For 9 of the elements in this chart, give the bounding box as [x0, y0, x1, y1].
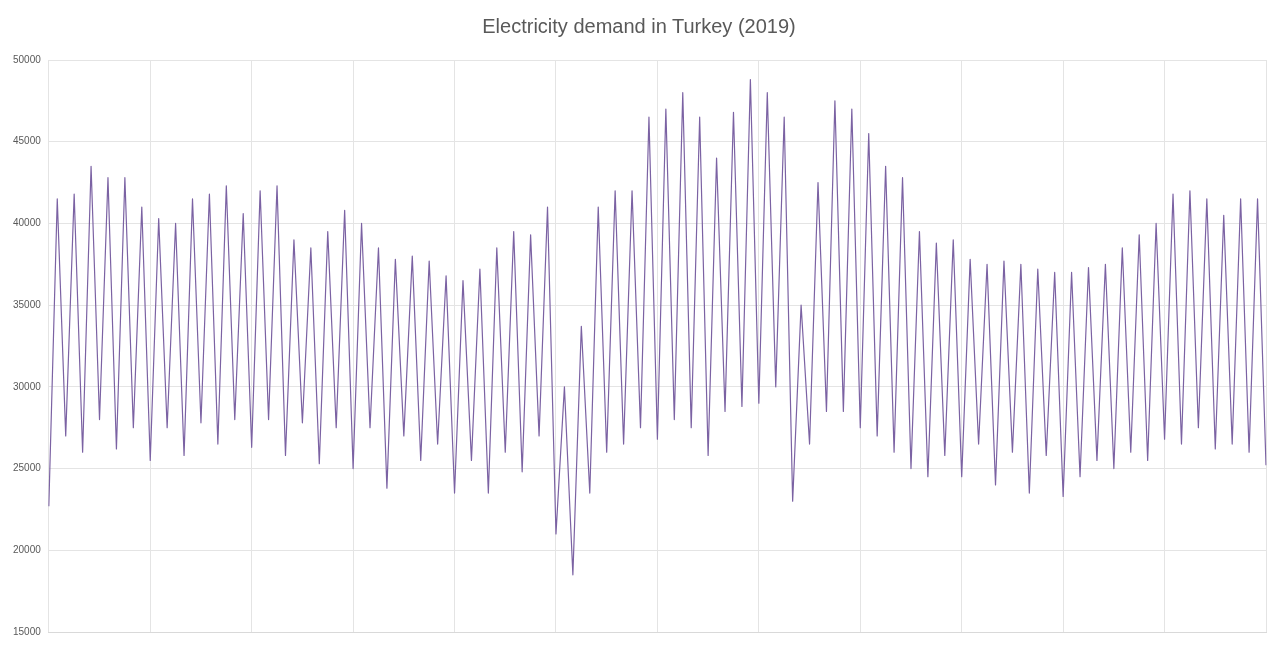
y-tick-label: 25000	[13, 462, 42, 474]
y-tick-label: 45000	[13, 135, 42, 147]
y-tick-label: 40000	[13, 217, 42, 229]
y-tick-label: 30000	[13, 380, 42, 392]
y-tick-label: 20000	[13, 544, 42, 556]
chart-title: Electricity demand in Turkey (2019)	[481, 14, 797, 39]
y-tick-label: 15000	[13, 625, 42, 637]
y-tick-label: 50000	[13, 53, 42, 65]
y-tick-label: 35000	[13, 298, 42, 310]
